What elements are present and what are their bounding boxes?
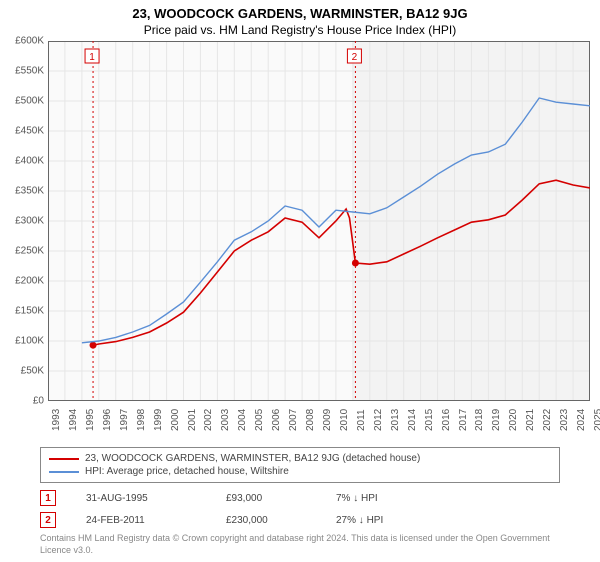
y-tick-label: £150K — [15, 306, 44, 317]
y-tick-label: £600K — [15, 36, 44, 47]
x-tick-label: 2022 — [542, 409, 553, 431]
event-row: 1 31-AUG-1995 £93,000 7% ↓ HPI — [40, 487, 560, 509]
x-tick-label: 2012 — [373, 409, 384, 431]
event-table: 1 31-AUG-1995 £93,000 7% ↓ HPI 2 24-FEB-2011 £… — [40, 487, 560, 531]
x-tick-label: 2000 — [170, 409, 181, 431]
x-tick-label: 2008 — [305, 409, 316, 431]
legend-label: 23, WOODCOCK GARDENS, WARMINSTER, BA12 9… — [85, 453, 420, 464]
event-delta: 27% ↓ HPI — [336, 515, 560, 526]
chart-svg: 12 — [48, 41, 590, 401]
legend-label: HPI: Average price, detached house, Wilt… — [85, 466, 289, 477]
plot-area: 12 — [48, 41, 590, 401]
svg-text:2: 2 — [352, 52, 358, 63]
x-tick-label: 1993 — [51, 409, 62, 431]
y-tick-label: £550K — [15, 66, 44, 77]
y-tick-label: £0 — [33, 396, 44, 407]
y-tick-label: £400K — [15, 156, 44, 167]
x-tick-label: 1997 — [119, 409, 130, 431]
y-tick-label: £100K — [15, 336, 44, 347]
x-tick-label: 2024 — [576, 409, 587, 431]
y-axis: £0£50K£100K£150K£200K£250K£300K£350K£400… — [0, 41, 48, 401]
y-tick-label: £300K — [15, 216, 44, 227]
x-axis: 1993 1994 1995 1996 1997 1998 1999 2000 2001 2002… — [48, 401, 590, 441]
x-tick-label: 2002 — [203, 409, 214, 431]
x-tick-label: 2015 — [424, 409, 435, 431]
x-tick-label: 2016 — [441, 409, 452, 431]
legend: 23, WOODCOCK GARDENS, WARMINSTER, BA12 9… — [40, 447, 560, 483]
y-tick-label: £50K — [21, 366, 44, 377]
svg-text:1: 1 — [89, 52, 95, 63]
x-tick-label: 2009 — [322, 409, 333, 431]
event-date: 31-AUG-1995 — [86, 493, 196, 504]
x-tick-label: 2013 — [390, 409, 401, 431]
x-tick-label: 1998 — [136, 409, 147, 431]
chart-subtitle: Price paid vs. HM Land Registry's House … — [0, 21, 600, 41]
chart-wrap: £0£50K£100K£150K£200K£250K£300K£350K£400… — [0, 41, 600, 401]
x-tick-label: 1995 — [85, 409, 96, 431]
y-tick-label: £200K — [15, 276, 44, 287]
x-tick-label: 2001 — [187, 409, 198, 431]
x-tick-label: 2007 — [288, 409, 299, 431]
legend-swatch — [49, 458, 79, 460]
x-tick-label: 2019 — [491, 409, 502, 431]
x-tick-label: 2005 — [254, 409, 265, 431]
x-tick-label: 2018 — [474, 409, 485, 431]
x-tick-label: 1996 — [102, 409, 113, 431]
x-tick-label: 2014 — [407, 409, 418, 431]
chart-container: 23, WOODCOCK GARDENS, WARMINSTER, BA12 9… — [0, 0, 600, 556]
event-date: 24-FEB-2011 — [86, 515, 196, 526]
x-tick-label: 2021 — [525, 409, 536, 431]
y-tick-label: £500K — [15, 96, 44, 107]
x-tick-label: 1999 — [153, 409, 164, 431]
x-tick-label: 2003 — [220, 409, 231, 431]
footnote: Contains HM Land Registry data © Crown c… — [40, 533, 560, 556]
x-tick-label: 2020 — [508, 409, 519, 431]
event-marker: 1 — [40, 490, 56, 506]
y-tick-label: £250K — [15, 246, 44, 257]
legend-swatch — [49, 471, 79, 473]
event-row: 2 24-FEB-2011 £230,000 27% ↓ HPI — [40, 509, 560, 531]
x-tick-label: 2025 — [593, 409, 600, 431]
event-price: £230,000 — [226, 515, 306, 526]
x-tick-label: 2006 — [271, 409, 282, 431]
y-tick-label: £450K — [15, 126, 44, 137]
x-tick-label: 2017 — [458, 409, 469, 431]
event-price: £93,000 — [226, 493, 306, 504]
x-tick-label: 1994 — [68, 409, 79, 431]
x-tick-label: 2004 — [237, 409, 248, 431]
y-tick-label: £350K — [15, 186, 44, 197]
x-tick-label: 2023 — [559, 409, 570, 431]
event-marker: 2 — [40, 512, 56, 528]
legend-row: 23, WOODCOCK GARDENS, WARMINSTER, BA12 9… — [49, 452, 551, 465]
x-tick-label: 2011 — [356, 409, 367, 431]
x-tick-label: 2010 — [339, 409, 350, 431]
event-delta: 7% ↓ HPI — [336, 493, 560, 504]
legend-row: HPI: Average price, detached house, Wilt… — [49, 465, 551, 478]
chart-title: 23, WOODCOCK GARDENS, WARMINSTER, BA12 9… — [0, 0, 600, 21]
